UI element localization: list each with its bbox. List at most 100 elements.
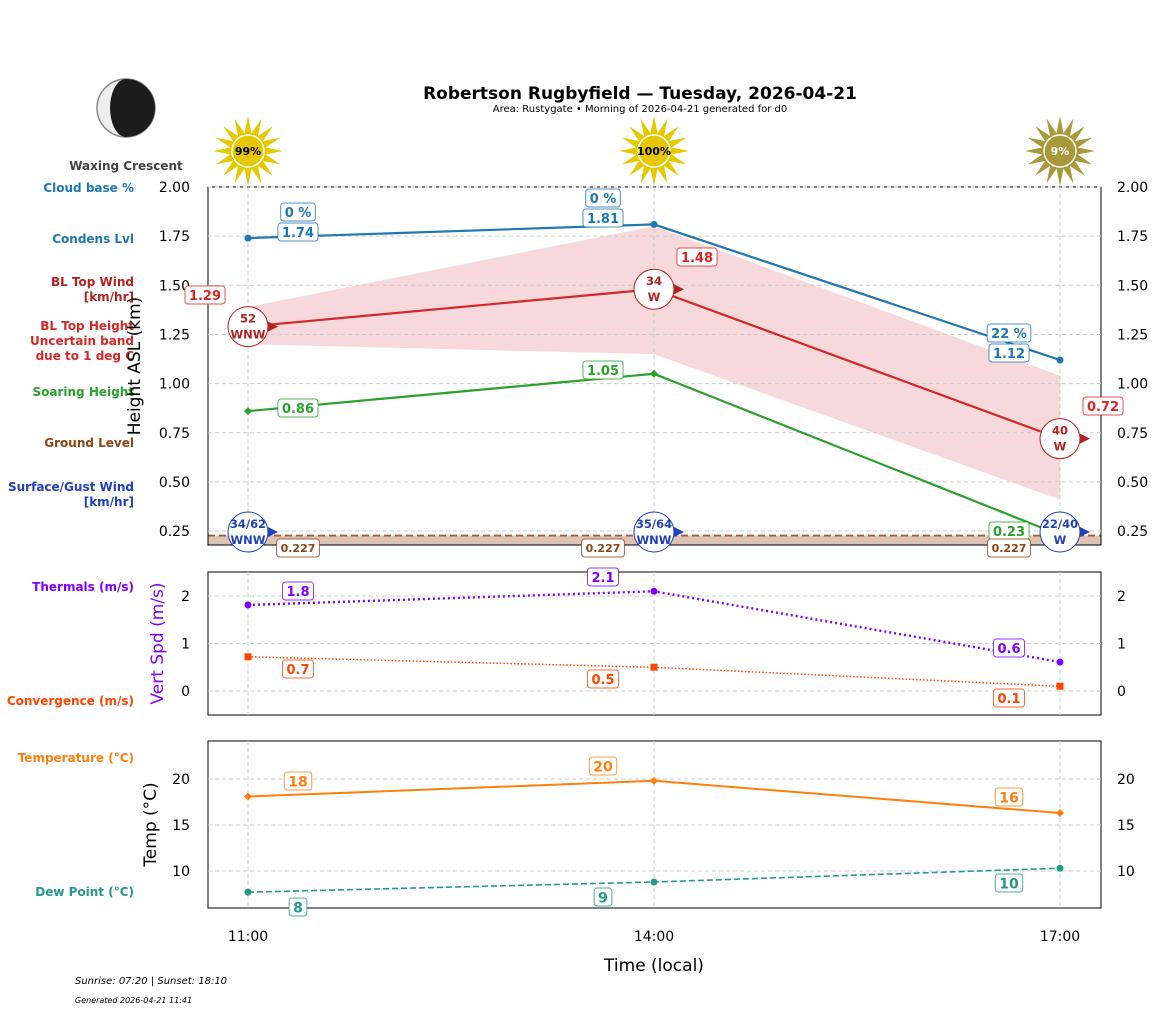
y-tick-label-left: 20 (172, 772, 190, 788)
y-tick-label-right: 2 (1117, 589, 1126, 605)
y-tick-label-left: 1.75 (159, 229, 190, 245)
y-tick-label-left: 1.00 (159, 377, 190, 393)
x-tick-label: 11:00 (228, 929, 268, 945)
y-tick-label-left: 1.50 (159, 278, 190, 294)
wind-direction: W (648, 290, 661, 304)
surface-wind-marker: 34/62 WNW (227, 511, 278, 553)
legend-label-temperature: Temperature (°C) (18, 751, 134, 765)
soaring-point (650, 369, 658, 378)
convergence-label: 0.1 (992, 688, 1026, 708)
cloud-base-label: 0 % (280, 202, 316, 222)
legend-label-condens: Condens Lvl (52, 232, 134, 246)
figure-subtitle: Area: Rustygate • Morning of 2026-04-21 … (493, 104, 788, 115)
y-axis-label: Vert Spd (m/s) (148, 582, 168, 704)
thermals-label-text: 1.8 (286, 585, 309, 600)
legend-label-dew: Dew Point (°C) (35, 885, 134, 899)
bl-top-height-label-text: 0.72 (1087, 400, 1119, 415)
sun-percent-label: 99% (235, 145, 261, 158)
condens-point (244, 234, 252, 242)
dew-point-point (244, 888, 252, 896)
thermals-label: 2.1 (586, 567, 620, 587)
dew-point-label-text: 9 (598, 890, 608, 906)
dew-point-label-text: 10 (999, 876, 1019, 892)
cloud-base-label: 0 % (585, 188, 621, 208)
moon-waxing-crescent-icon (96, 78, 156, 138)
y-tick-label-right: 20 (1117, 772, 1135, 788)
dew-point-label: 10 (994, 873, 1024, 893)
y-tick-label-right: 0.75 (1117, 426, 1148, 442)
wind-arrow-icon (674, 284, 684, 295)
wind-speed: 35/64 (636, 517, 672, 531)
y-axis-label: Temp (°C) (141, 782, 161, 867)
y-tick-label-right: 0.50 (1117, 475, 1148, 491)
dew-point-label-text: 8 (293, 900, 303, 916)
temperature-label-text: 20 (593, 759, 613, 775)
temperature-label: 20 (588, 756, 618, 776)
soaring-height-label-text: 0.86 (282, 402, 314, 417)
wind-speed: 40 (1052, 424, 1068, 438)
wind-direction: W (1054, 440, 1067, 454)
ground-level-label: 0.227 (987, 538, 1031, 558)
legend-label-bl-height: BL Top Height (40, 319, 134, 333)
bl-top-height-label: 0.72 (1082, 396, 1124, 416)
soaring-height-label: 0.86 (277, 398, 319, 418)
temperature-point (1056, 809, 1064, 818)
bl-top-height-label: 1.29 (184, 285, 226, 305)
temperature-label-text: 16 (999, 790, 1018, 806)
dew-point-point (650, 878, 658, 886)
temperature-label: 18 (283, 771, 313, 791)
condens-level-label-text: 1.74 (282, 226, 314, 241)
soaring-height-label: 0.23 (988, 521, 1030, 541)
condens-level-label: 1.81 (582, 208, 624, 228)
temperature-point (650, 776, 658, 785)
y-tick-label-right: 10 (1117, 864, 1135, 880)
convergence-point (650, 663, 658, 671)
thermals-point (244, 601, 252, 609)
convergence-point (244, 653, 252, 661)
y-tick-label-right: 15 (1117, 818, 1135, 834)
condens-point (1056, 356, 1064, 364)
sun-percent-label: 100% (637, 145, 671, 158)
ground-level-label: 0.227 (581, 538, 625, 558)
x-tick-label: 14:00 (634, 929, 674, 945)
wind-arrow-icon (268, 321, 278, 332)
y-axis-label: Height ASL (km) (125, 297, 145, 436)
bl-top-height-label: 1.48 (676, 247, 718, 267)
dew-point-point (1056, 864, 1064, 872)
x-tick-label: 17:00 (1040, 929, 1080, 945)
thermals-label-text: 0.6 (997, 642, 1020, 657)
y-tick-label-right: 1 (1117, 637, 1126, 653)
ground-level-label-text: 0.227 (992, 542, 1027, 555)
y-tick-label-left: 15 (172, 818, 190, 834)
temperature-label: 16 (994, 787, 1024, 807)
sun-percent-label: 9% (1051, 145, 1070, 158)
figure-title: Robertson Rugbyfield — Tuesday, 2026-04-… (423, 84, 857, 104)
legend-label-bl-height: Uncertain band (30, 334, 134, 348)
dew-point-label: 9 (593, 887, 613, 907)
condens-level-label: 1.12 (988, 343, 1030, 363)
footer-generated: Generated 2026-04-21 11:41 (75, 996, 192, 1005)
wind-direction: W (1054, 533, 1067, 547)
convergence-point (1056, 682, 1064, 690)
surface-wind-marker: 35/64 WNW (633, 511, 684, 553)
soaring-point (244, 407, 252, 416)
legend-label-bl-wind: BL Top Wind (51, 275, 134, 289)
soaring-height-label-text: 1.05 (587, 364, 619, 379)
bl-top-height-label-text: 1.48 (681, 251, 713, 266)
thermals-label-text: 2.1 (591, 571, 614, 586)
y-tick-label-right: 0 (1117, 684, 1126, 700)
bl-top-height-label-text: 1.29 (189, 289, 221, 304)
convergence-label: 0.5 (586, 669, 620, 689)
cloud-base-label-text: 22 % (991, 327, 1027, 342)
wind-arrow-icon (268, 527, 278, 538)
y-tick-label-right: 1.00 (1117, 377, 1148, 393)
convergence-label-text: 0.1 (997, 692, 1020, 707)
legend-label-ground: Ground Level (44, 436, 134, 450)
y-tick-label-left: 2 (181, 589, 190, 605)
legend-label-cloud-base: Cloud base % (43, 181, 134, 195)
thermals-label: 0.6 (992, 638, 1026, 658)
x-axis-label: Time (local) (603, 956, 704, 976)
bl-top-wind-marker: 52 WNW (227, 306, 278, 348)
footer-sun-times: Sunrise: 07:20 | Sunset: 18:10 (75, 976, 227, 987)
